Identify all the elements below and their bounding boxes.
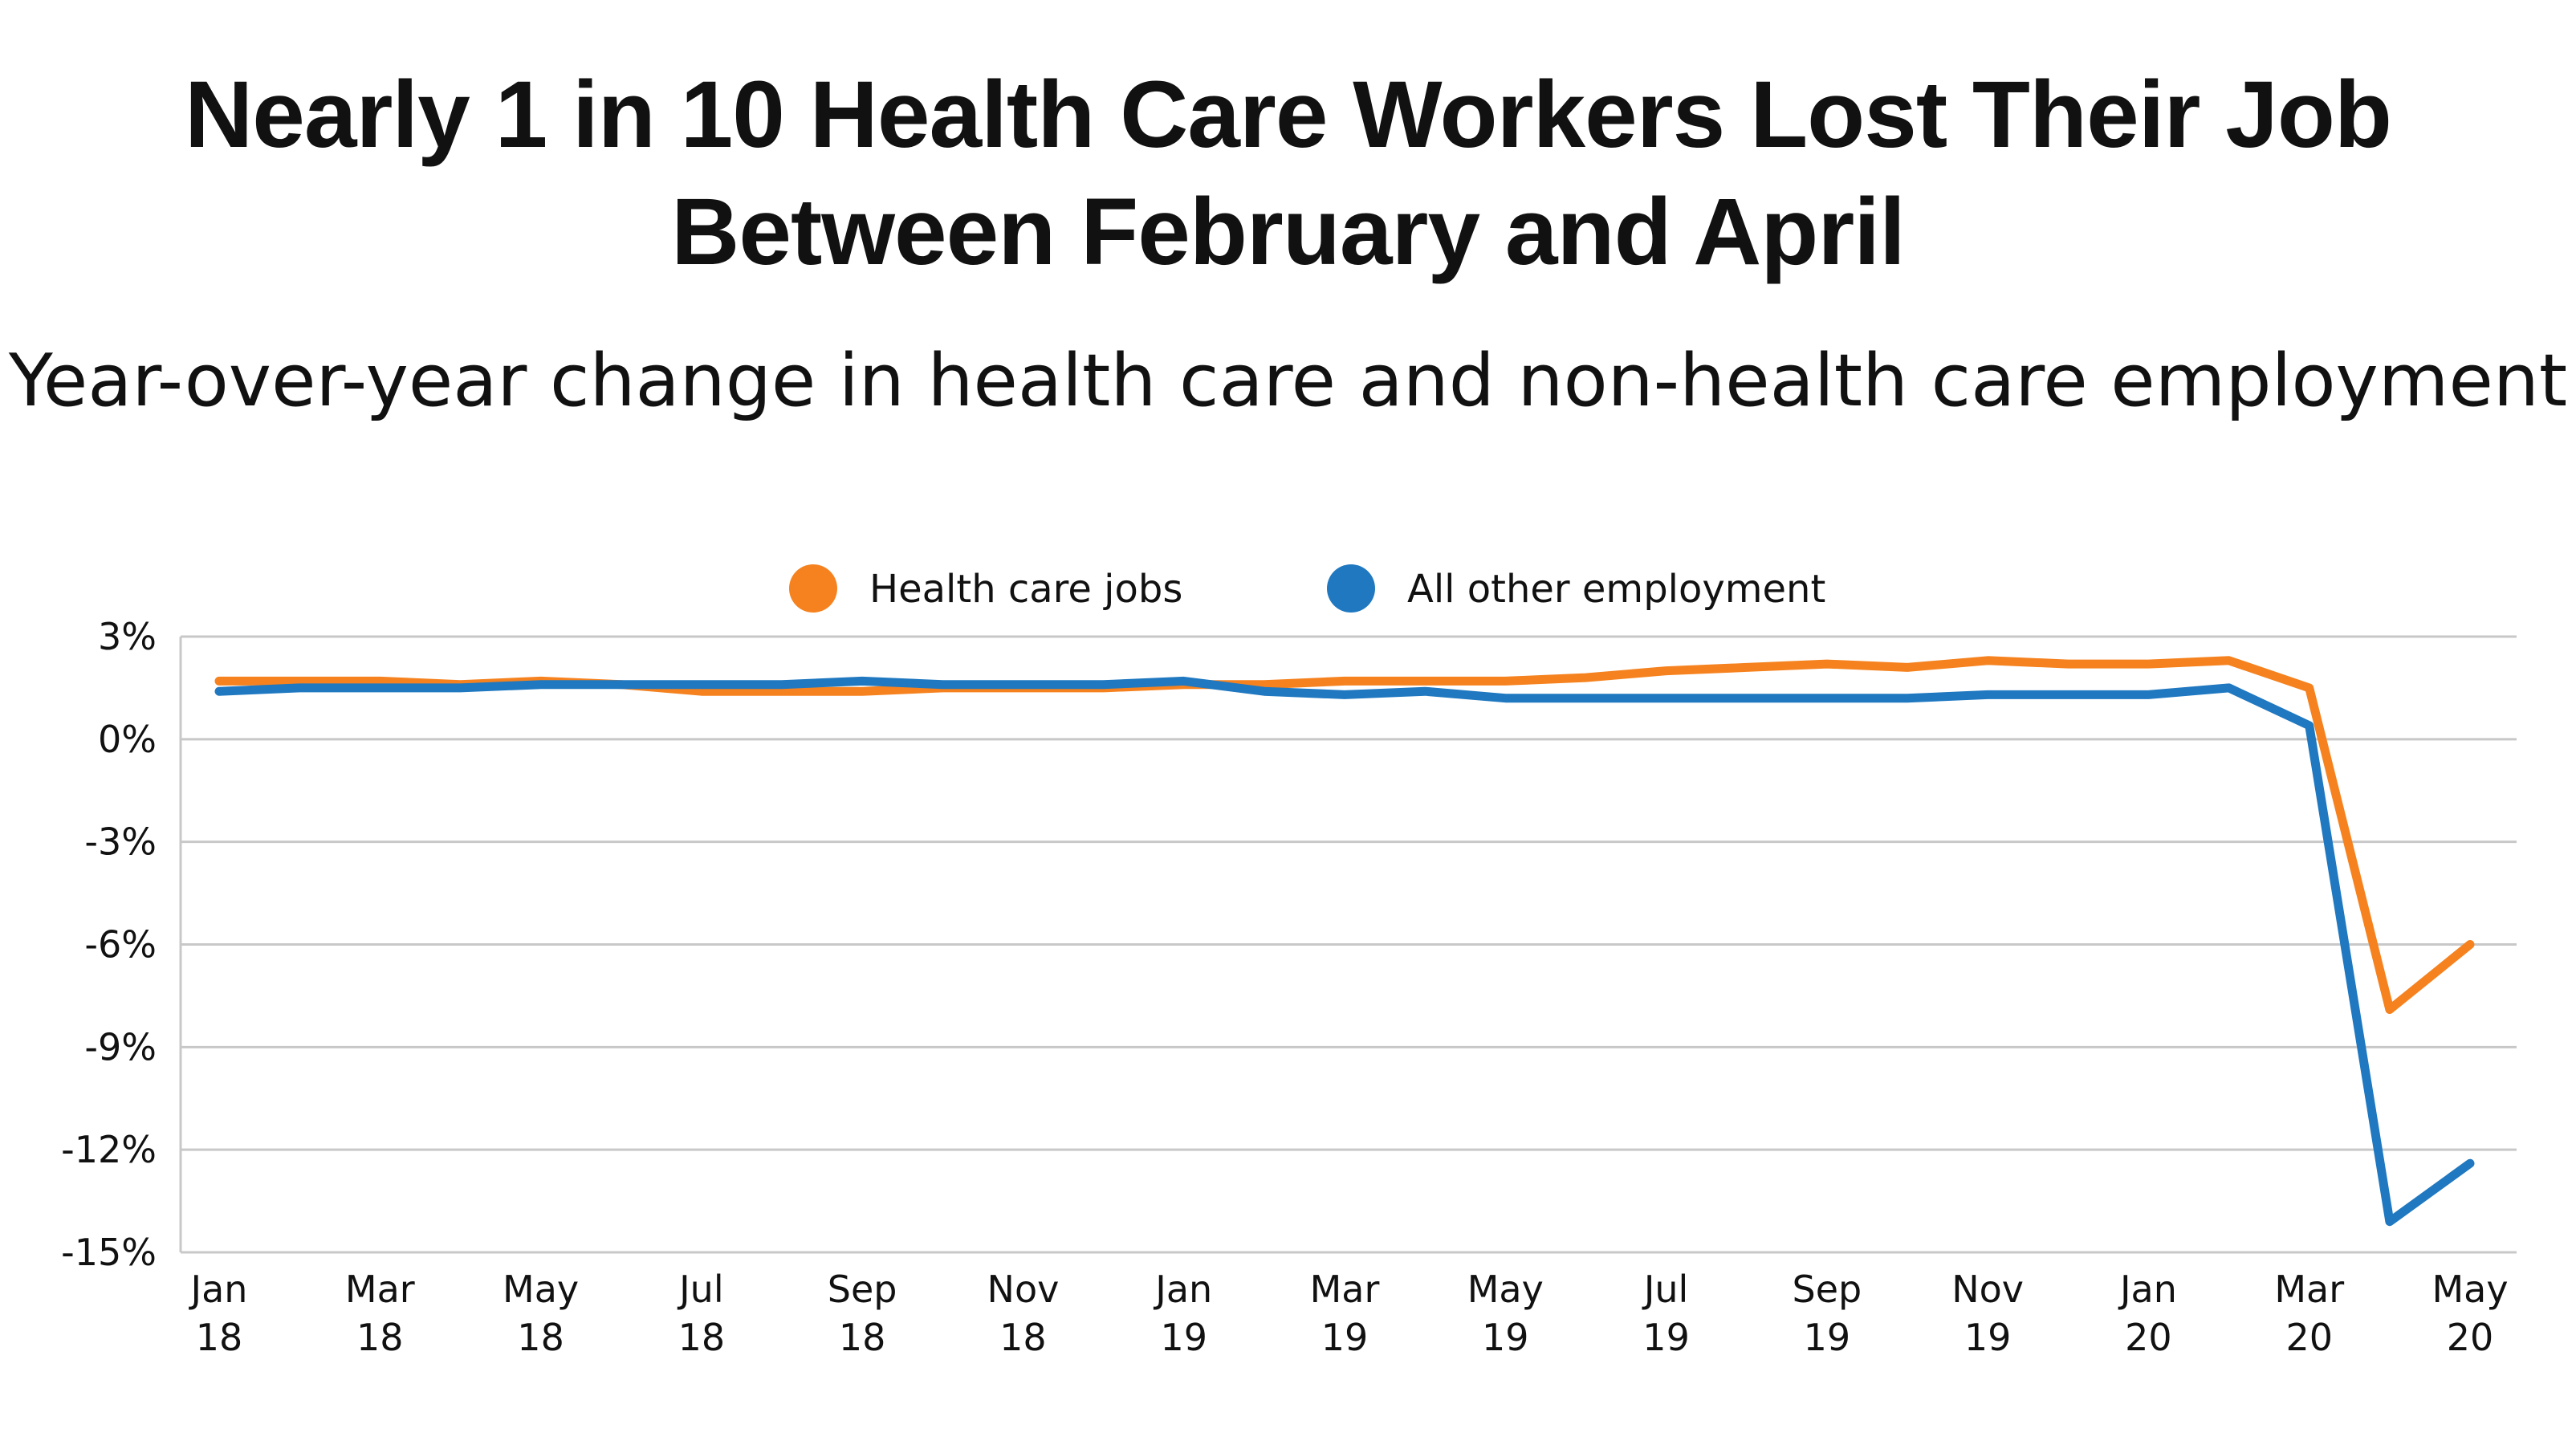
x-tick-label: Mar <box>1310 1268 1380 1311</box>
chart-title-line-2: Between February and April <box>671 179 1906 285</box>
chart-title: Nearly 1 in 10 Health Care Workers Lost … <box>0 56 2576 291</box>
x-tick-label: Jan <box>1153 1268 1212 1311</box>
x-tick-label: 19 <box>1321 1316 1369 1359</box>
legend-marker <box>1327 564 1375 613</box>
x-tick-label: 19 <box>1482 1316 1529 1359</box>
x-tick-label: Jan <box>2118 1268 2177 1311</box>
y-tick-label: -12% <box>61 1128 157 1171</box>
legend-label: Health care jobs <box>869 567 1182 612</box>
x-tick-label: Sep <box>1793 1268 1862 1311</box>
x-tick-label: 19 <box>1160 1316 1207 1359</box>
x-tick-label: Mar <box>345 1268 415 1311</box>
x-tick-label: Nov <box>1951 1268 2024 1311</box>
series-line-all-other <box>214 676 2475 1227</box>
chart-subtitle: Year-over-year change in health care and… <box>8 339 2568 423</box>
legend-label: All other employment <box>1407 567 1825 612</box>
x-tick-label: 18 <box>999 1316 1047 1359</box>
x-tick-label: 20 <box>2285 1316 2333 1359</box>
x-tick-label: 18 <box>839 1316 886 1359</box>
x-tick-label: Nov <box>987 1268 1060 1311</box>
x-tick-label: Mar <box>2274 1268 2344 1311</box>
x-tick-label: 19 <box>1642 1316 1690 1359</box>
x-tick-label: 18 <box>356 1316 404 1359</box>
y-tick-label: -9% <box>84 1025 157 1068</box>
y-tick-label: 0% <box>98 718 157 761</box>
x-tick-label: Jul <box>677 1268 724 1311</box>
x-tick-label: 18 <box>517 1316 564 1359</box>
x-tick-label: Jul <box>1642 1268 1689 1311</box>
x-tick-label: Jan <box>189 1268 248 1311</box>
x-tick-label: 19 <box>1804 1316 1851 1359</box>
x-tick-label: 18 <box>678 1316 726 1359</box>
x-tick-label: May <box>503 1268 579 1311</box>
x-tick-label: 19 <box>1964 1316 2012 1359</box>
y-tick-label: 3% <box>98 615 157 658</box>
legend-marker <box>789 564 837 613</box>
y-tick-label: -15% <box>61 1231 157 1274</box>
x-tick-label: May <box>2432 1268 2508 1311</box>
x-tick-label: 18 <box>196 1316 243 1359</box>
x-tick-label: 20 <box>2125 1316 2172 1359</box>
x-tick-label: 20 <box>2447 1316 2494 1359</box>
y-tick-label: -6% <box>84 923 157 967</box>
y-tick-label: -3% <box>84 820 157 864</box>
series-line-health-care <box>214 656 2475 1014</box>
x-tick-label: Sep <box>828 1268 897 1311</box>
chart-title-line-1: Nearly 1 in 10 Health Care Workers Lost … <box>184 62 2392 168</box>
x-tick-label: May <box>1467 1268 1544 1311</box>
